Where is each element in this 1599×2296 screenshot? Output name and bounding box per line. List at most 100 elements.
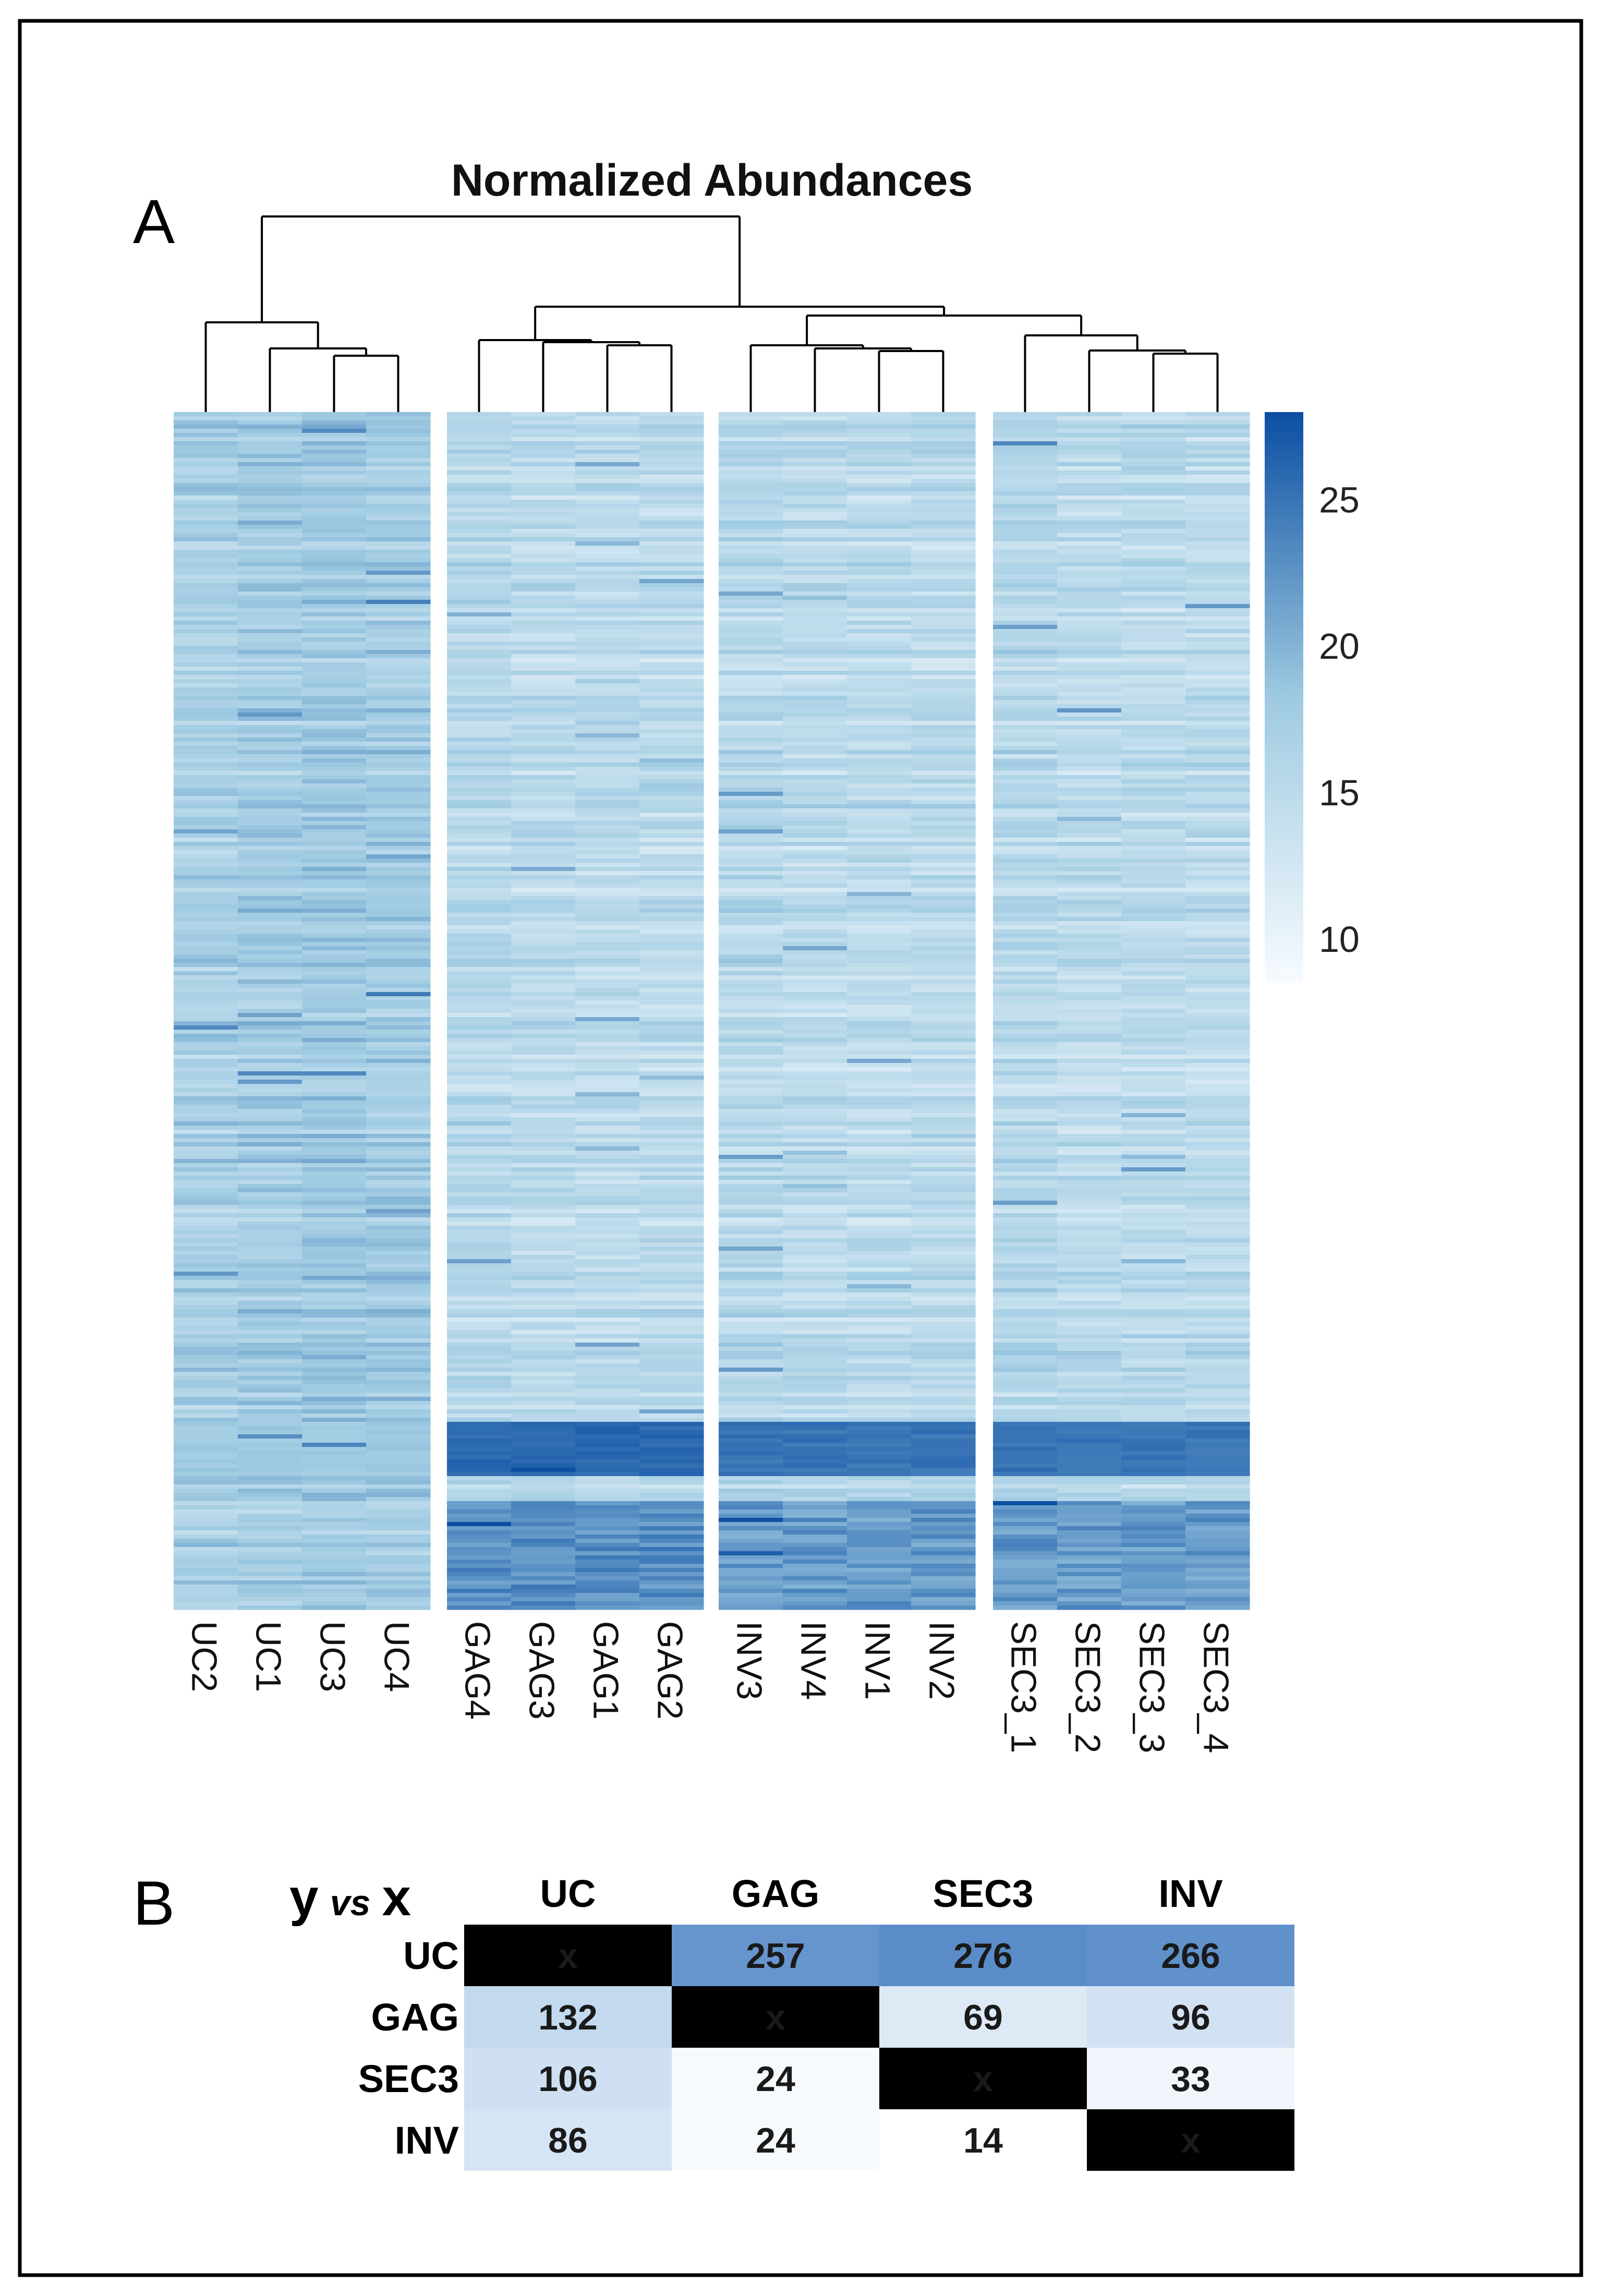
heatmap-cell [302,783,367,788]
heatmap-cell [1057,1309,1122,1314]
heatmap-cell [174,1480,238,1485]
heatmap-cell [847,1080,912,1084]
heatmap-cell [238,1042,302,1047]
heatmap-cell [993,767,1058,771]
heatmap-cell [1121,608,1186,613]
heatmap-cell [447,1430,512,1435]
heatmap-cell [993,963,1058,968]
heatmap-column-sec3_2 [1057,412,1122,1610]
heatmap-cell [575,429,640,433]
heatmap-cell [511,1455,576,1460]
heatmap-cell [238,788,302,792]
heatmap-cell [366,696,431,700]
heatmap-cell [911,1042,976,1047]
heatmap-cell [302,1518,367,1522]
heatmap-cell [302,1076,367,1080]
heatmap-cell [174,1447,238,1452]
heatmap-cell [639,1284,704,1289]
heatmap-cell [783,1401,847,1406]
table-cell-value: x [766,1998,785,2037]
heatmap-cell [174,1292,238,1297]
heatmap-cell [302,1543,367,1548]
heatmap-cell [783,842,847,847]
heatmap-cell [447,475,512,479]
heatmap-cell [993,980,1058,984]
heatmap-cell [1121,466,1186,471]
heatmap-cell [1057,884,1122,888]
heatmap-cell [366,717,431,721]
heatmap-cell [993,909,1058,913]
heatmap-cell [783,475,847,479]
heatmap-cell [911,1338,976,1343]
heatmap-cell [639,800,704,805]
heatmap-cell [447,1101,512,1105]
heatmap-cell [447,1034,512,1038]
heatmap-cell [366,1464,431,1468]
heatmap-cell [575,1355,640,1360]
heatmap-cell [302,1292,367,1297]
heatmap-cell [639,1505,704,1510]
heatmap-cell [911,1580,976,1585]
heatmap-cell [511,454,576,458]
heatmap-cell [238,1539,302,1543]
heatmap-cell [783,458,847,463]
heatmap-cell [911,929,976,934]
heatmap-cell [639,479,704,484]
heatmap-cell [238,1230,302,1235]
heatmap-cell [238,1409,302,1414]
heatmap-cell [174,692,238,696]
heatmap-cell [174,959,238,963]
heatmap-cell [847,854,912,859]
heatmap-cell [511,1338,576,1343]
heatmap-cell [366,1451,431,1456]
heatmap-cell [302,1071,367,1076]
heatmap-cell [1185,1439,1250,1443]
heatmap-cell [174,1322,238,1326]
heatmap-cell [447,708,512,713]
heatmap-cell [511,771,576,776]
heatmap-cell [1121,1409,1186,1414]
heatmap-cell [302,875,367,880]
heatmap-cell [993,1397,1058,1401]
heatmap-cell [719,1071,783,1076]
heatmap-cell [993,671,1058,675]
heatmap-cell [1121,412,1186,417]
heatmap-cell [993,1188,1058,1193]
heatmap-cell [238,1580,302,1585]
heatmap-cell [993,1105,1058,1109]
heatmap-cell [302,1113,367,1118]
heatmap-cell [302,980,367,984]
heatmap-cell [511,1188,576,1193]
sample-label-gag2: GAG2 [650,1621,690,1720]
heatmap-cell [1121,775,1186,780]
heatmap-cell [639,566,704,571]
heatmap-cell [1121,1084,1186,1089]
heatmap-cell [366,475,431,479]
heatmap-cell [1121,1380,1186,1385]
heatmap-cell [302,491,367,496]
heatmap-cell [302,729,367,734]
heatmap-cell [575,1560,640,1564]
heatmap-cell [719,450,783,454]
heatmap-cell [511,1288,576,1293]
heatmap-cell [639,1451,704,1456]
heatmap-cell [783,1046,847,1051]
panel-a-label: A [133,187,175,257]
heatmap-cell [1121,1034,1186,1038]
heatmap-cell [1185,1213,1250,1218]
heatmap-cell [847,867,912,872]
heatmap-cell [366,754,431,759]
heatmap-cell [719,950,783,955]
heatmap-cell [1057,1518,1122,1522]
heatmap-cell [993,1009,1058,1013]
heatmap-cell [1057,591,1122,596]
heatmap-cell [719,1514,783,1518]
heatmap-cell [1057,1067,1122,1072]
heatmap-cell [1185,687,1250,692]
heatmap-cell [447,1217,512,1222]
heatmap-cell [1057,1509,1122,1514]
heatmap-cell [1185,1155,1250,1159]
heatmap-cell [366,1351,431,1356]
heatmap-cell [366,800,431,805]
heatmap-cell [719,558,783,563]
